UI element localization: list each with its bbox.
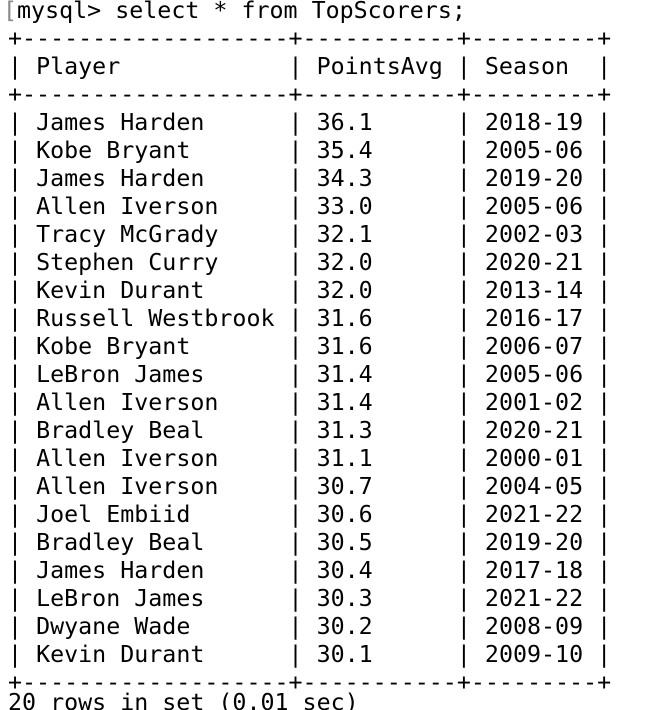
table-cell: 2000-01 bbox=[484, 445, 584, 472]
table-cell: James Harden bbox=[36, 165, 205, 192]
table-cell: 30.5 bbox=[316, 529, 373, 556]
table-row: | Dwyane Wade | 30.2 | 2008-09 | bbox=[8, 613, 612, 640]
table-cell: Kobe Bryant bbox=[36, 137, 191, 164]
table-cell: James Harden bbox=[36, 557, 205, 584]
table-cell: LeBron James bbox=[36, 361, 205, 388]
table-row: | Allen Iverson | 31.4 | 2001-02 | bbox=[8, 389, 612, 416]
table-row: | James Harden | 30.4 | 2017-18 | bbox=[8, 557, 612, 584]
table-row: | Kevin Durant | 30.1 | 2009-10 | bbox=[8, 641, 612, 668]
table-cell: 2020-21 bbox=[484, 417, 584, 444]
table-cell: 31.6 bbox=[316, 305, 373, 332]
cursor-bracket: [ bbox=[3, 0, 18, 24]
table-cell: 32.0 bbox=[316, 277, 373, 304]
table-cell: 2005-06 bbox=[484, 361, 584, 388]
table-cell: Bradley Beal bbox=[36, 417, 205, 444]
table-cell: Tracy McGrady bbox=[36, 221, 219, 248]
table-cell: Kobe Bryant bbox=[36, 333, 191, 360]
table-cell: 34.3 bbox=[316, 165, 373, 192]
table-cell: James Harden bbox=[36, 109, 205, 136]
table-cell: 31.6 bbox=[316, 333, 373, 360]
table-cell: Allen Iverson bbox=[36, 473, 219, 500]
table-row: | LeBron James | 31.4 | 2005-06 | bbox=[8, 361, 612, 388]
table-cell: 30.3 bbox=[316, 585, 373, 612]
table-cell: 2018-19 bbox=[484, 109, 584, 136]
table-cell: 2017-18 bbox=[484, 557, 584, 584]
table-border-top: +-------------------+-----------+-------… bbox=[8, 25, 612, 52]
table-cell: Kevin Durant bbox=[36, 641, 205, 668]
sql-command: select * from TopScorers; bbox=[115, 0, 466, 24]
table-cell: 31.4 bbox=[316, 389, 373, 416]
table-cell: Russell Westbrook bbox=[36, 305, 275, 332]
table-cell: 35.4 bbox=[316, 137, 373, 164]
command-line: [mysql> select * from TopScorers; bbox=[3, 0, 466, 25]
table-cell: 30.4 bbox=[316, 557, 373, 584]
table-cell: 2002-03 bbox=[484, 221, 584, 248]
table-cell: 2019-20 bbox=[484, 165, 584, 192]
table-cell: 30.1 bbox=[316, 641, 373, 668]
table-border-header: +-------------------+-----------+-------… bbox=[8, 81, 612, 108]
table-cell: 2021-22 bbox=[484, 585, 584, 612]
table-row: | James Harden | 36.1 | 2018-19 | bbox=[8, 109, 612, 136]
table-cell: 2021-22 bbox=[484, 501, 584, 528]
table-row: | Bradley Beal | 30.5 | 2019-20 | bbox=[8, 529, 612, 556]
table-cell: 31.1 bbox=[316, 445, 373, 472]
table-cell: 30.6 bbox=[316, 501, 373, 528]
table-row: | Tracy McGrady | 32.1 | 2002-03 | bbox=[8, 221, 612, 248]
column-header: Season bbox=[484, 53, 570, 80]
table-border-bottom: +-------------------+-----------+-------… bbox=[8, 669, 612, 696]
table-cell: 2001-02 bbox=[484, 389, 584, 416]
table-cell: 32.0 bbox=[316, 249, 373, 276]
table-cell: Kevin Durant bbox=[36, 277, 205, 304]
column-header: Player bbox=[36, 53, 121, 80]
table-cell: 30.7 bbox=[316, 473, 373, 500]
table-row: | Stephen Curry | 32.0 | 2020-21 | bbox=[8, 249, 612, 276]
result-summary: 20 rows in set (0.01 sec) bbox=[8, 689, 359, 710]
table-row: | Allen Iverson | 31.1 | 2000-01 | bbox=[8, 445, 612, 472]
table-cell: Allen Iverson bbox=[36, 445, 219, 472]
table-cell: Joel Embiid bbox=[36, 501, 191, 528]
table-cell: 31.3 bbox=[316, 417, 373, 444]
table-cell: 2005-06 bbox=[484, 137, 584, 164]
table-header-row: | Player | PointsAvg | Season | bbox=[8, 53, 612, 80]
table-cell: 32.1 bbox=[316, 221, 373, 248]
table-row: | LeBron James | 30.3 | 2021-22 | bbox=[8, 585, 612, 612]
table-cell: Allen Iverson bbox=[36, 389, 219, 416]
result-table: +-------------------+-----------+-------… bbox=[8, 25, 611, 697]
table-row: | Allen Iverson | 30.7 | 2004-05 | bbox=[8, 473, 612, 500]
table-cell: 31.4 bbox=[316, 361, 373, 388]
column-header: PointsAvg bbox=[316, 53, 443, 80]
table-cell: 2004-05 bbox=[484, 473, 584, 500]
table-row: | James Harden | 34.3 | 2019-20 | bbox=[8, 165, 612, 192]
table-row: | Kevin Durant | 32.0 | 2013-14 | bbox=[8, 277, 612, 304]
table-cell: LeBron James bbox=[36, 585, 205, 612]
table-cell: 2008-09 bbox=[484, 613, 584, 640]
table-cell: Stephen Curry bbox=[36, 249, 219, 276]
table-cell: Dwyane Wade bbox=[36, 613, 191, 640]
table-row: | Kobe Bryant | 31.6 | 2006-07 | bbox=[8, 333, 612, 360]
table-cell: 33.0 bbox=[316, 193, 373, 220]
table-cell: 36.1 bbox=[316, 109, 373, 136]
table-row: | Joel Embiid | 30.6 | 2021-22 | bbox=[8, 501, 612, 528]
table-cell: 2016-17 bbox=[484, 305, 584, 332]
table-row: | Bradley Beal | 31.3 | 2020-21 | bbox=[8, 417, 612, 444]
table-cell: 2013-14 bbox=[484, 277, 584, 304]
table-row: | Russell Westbrook | 31.6 | 2016-17 | bbox=[8, 305, 612, 332]
table-cell: 2005-06 bbox=[484, 193, 584, 220]
table-cell: 2020-21 bbox=[484, 249, 584, 276]
table-cell: Allen Iverson bbox=[36, 193, 219, 220]
mysql-prompt: mysql> bbox=[17, 0, 102, 24]
table-cell: Bradley Beal bbox=[36, 529, 205, 556]
table-cell: 2006-07 bbox=[484, 333, 584, 360]
table-row: | Kobe Bryant | 35.4 | 2005-06 | bbox=[8, 137, 612, 164]
table-cell: 30.2 bbox=[316, 613, 373, 640]
table-cell: 2019-20 bbox=[484, 529, 584, 556]
table-cell: 2009-10 bbox=[484, 641, 584, 668]
table-row: | Allen Iverson | 33.0 | 2005-06 | bbox=[8, 193, 612, 220]
